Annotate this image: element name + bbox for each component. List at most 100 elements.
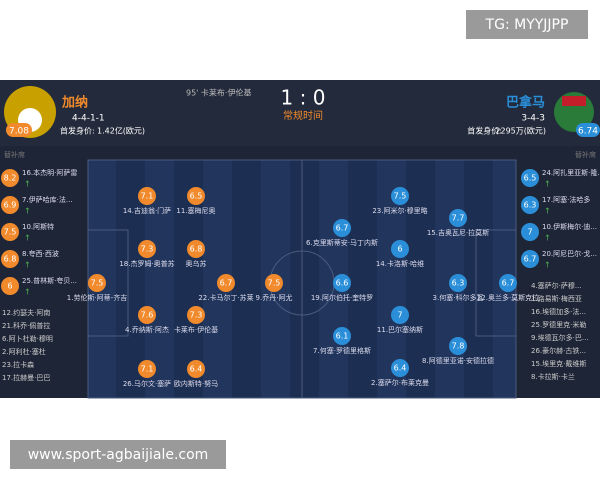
player-rating-badge — [391, 240, 409, 258]
player-name: 26.马尔文·塞萨 — [123, 379, 171, 388]
player-rating-badge — [333, 327, 351, 345]
footer: www.sport-agbaijiale.com — [28, 447, 209, 463]
player-rating-badge — [391, 306, 409, 324]
player-rating: 6.7 — [336, 224, 349, 233]
bench-rating: 6.8 — [4, 255, 17, 264]
away-formation: 3-4-3 — [521, 114, 545, 124]
sub-arrow: ↑ — [544, 234, 551, 243]
sub-arrow: ↑ — [544, 207, 551, 216]
player-name: 3.何塞·科尔多瓦 — [433, 293, 484, 302]
away-value: 2295万(欧元) — [495, 126, 546, 136]
player-rating: 7.5 — [394, 192, 407, 201]
player-rating: 6.6 — [336, 279, 349, 288]
bench-rating-badge — [1, 277, 19, 295]
bench-name: 23.拉卡森 — [2, 360, 34, 369]
sub-arrow: ↑ — [24, 288, 31, 297]
event: 95' 卡莱布·伊伦基 — [186, 88, 251, 98]
bench-name: 6.阿卜杜勒·穆明 — [2, 334, 53, 343]
player-rating: 6.4 — [190, 365, 203, 374]
bench-name: 1.路易斯·梅西亚 — [531, 294, 582, 303]
home-rating: 7.08 — [9, 127, 29, 137]
bench-rating: 7 — [527, 228, 532, 237]
player-rating: 6.5 — [190, 192, 203, 201]
bench-name: 25.普林斯·夸贝... — [22, 276, 77, 285]
bench-rating: 6.5 — [524, 174, 537, 183]
player-rating-badge — [138, 240, 156, 258]
bench-name: 12.约瑟夫·阿南 — [2, 308, 50, 317]
bench-name: 17.拉赫曼·巴巴 — [2, 373, 50, 382]
sub-arrow: ↑ — [24, 207, 31, 216]
player-rating-badge — [187, 240, 205, 258]
bench-rating-badge — [1, 169, 19, 187]
player-rating-badge — [138, 306, 156, 324]
footer-box — [10, 440, 226, 469]
bench-name: 4.塞萨尔·萨穆... — [531, 281, 582, 290]
bench-rating: 7.5 — [4, 228, 17, 237]
bench-name: 8.卡拉斯·卡兰 — [531, 372, 575, 381]
player-name: 22.奥兰多·莫斯克拉 — [477, 293, 539, 302]
player-name: 1.劳伦斯·阿蒂-齐吉 — [67, 293, 127, 302]
status: 常规时间 — [283, 109, 323, 122]
player-rating: 6 — [397, 245, 402, 254]
player-name: 18.杰罗姆·奥普苏 — [119, 259, 174, 268]
player-rating: 7.6 — [141, 311, 154, 320]
player-name: 19.阿尔伯托·奎特罗 — [311, 293, 373, 302]
player-rating-badge — [187, 360, 205, 378]
home-value: 1.42亿(欧元) — [97, 126, 145, 136]
bench-name: 15.埃里克·戴维斯 — [531, 359, 586, 368]
player-rating: 7.3 — [141, 245, 154, 254]
bench-rating: 6 — [7, 282, 12, 291]
player-rating: 7.1 — [141, 192, 154, 201]
player-rating: 7.5 — [268, 279, 281, 288]
sub-arrow: ↑ — [24, 180, 31, 189]
bench-name: 17.阿塞·法哈多 — [542, 195, 590, 204]
bench-name: 10.伊斯梅尔·迪... — [542, 222, 597, 231]
bench-name: 9.埃德瓦尔多·巴... — [531, 333, 589, 342]
bench-name: 24.阿扎里亚斯·隆... — [542, 168, 600, 177]
away-value-label: 首发身价: — [467, 126, 502, 136]
player-rating: 6.8 — [190, 245, 203, 254]
watermark: TG: MYYJJPP — [485, 17, 569, 33]
bench-rating-badge — [521, 250, 539, 268]
bench-name: 16.本杰明·阿萨雷 — [22, 168, 77, 177]
bench-rating-badge — [1, 196, 19, 214]
player-rating: 7.3 — [190, 311, 203, 320]
player-name: 11.塞梅尼奥 — [176, 206, 215, 215]
score: 1 : 0 — [281, 86, 326, 110]
away-rating: 6.74 — [578, 127, 598, 137]
bench-rating-badge — [1, 250, 19, 268]
player-rating-badge — [499, 274, 517, 292]
bench-name: 7.伊萨哈库·法... — [22, 195, 73, 204]
bench-name: 20.阿尼巴尔·戈... — [542, 249, 597, 258]
bench-rating-badge — [521, 196, 539, 214]
bench-name: 16.埃德加多·法... — [531, 307, 586, 316]
player-name: 欧内斯特·努马 — [174, 379, 218, 388]
bench-label: 替补席 — [575, 150, 596, 159]
home-formation: 4-4-1-1 — [72, 114, 105, 124]
flag — [562, 96, 586, 106]
player-name: 2.塞萨尔·布莱克曼 — [371, 378, 429, 387]
player-name: 8.阿德里亚诺·安德拉德 — [422, 356, 494, 365]
bench-rating-badge — [521, 169, 539, 187]
sub-arrow: ↑ — [24, 234, 31, 243]
bench-rating-badge — [521, 223, 539, 241]
bench-name: 10.阿斯特 — [22, 222, 54, 231]
player-name: 6.克里斯蒂安·马丁内斯 — [306, 238, 378, 247]
player-rating: 6.4 — [394, 364, 407, 373]
player-name: 11.巴尔塞纳斯 — [377, 325, 423, 334]
bench-name: 8.夸西·西波 — [22, 249, 59, 258]
player-name: 14.吉迪翁·门萨 — [123, 206, 171, 215]
bench-rating: 6.3 — [524, 201, 537, 210]
home-rating-badge — [6, 123, 32, 137]
player-rating-badge — [449, 337, 467, 355]
player-rating: 7 — [397, 311, 402, 320]
player-name: 22.卡马尔丁·苏莱 — [198, 293, 253, 302]
player-rating-badge — [187, 306, 205, 324]
bench-label: 替补席 — [4, 150, 25, 159]
player-rating: 6.1 — [336, 332, 349, 341]
player-rating-badge — [217, 274, 235, 292]
player-name: 14.卡洛斯·哈维 — [376, 259, 424, 268]
player-rating-badge — [391, 187, 409, 205]
